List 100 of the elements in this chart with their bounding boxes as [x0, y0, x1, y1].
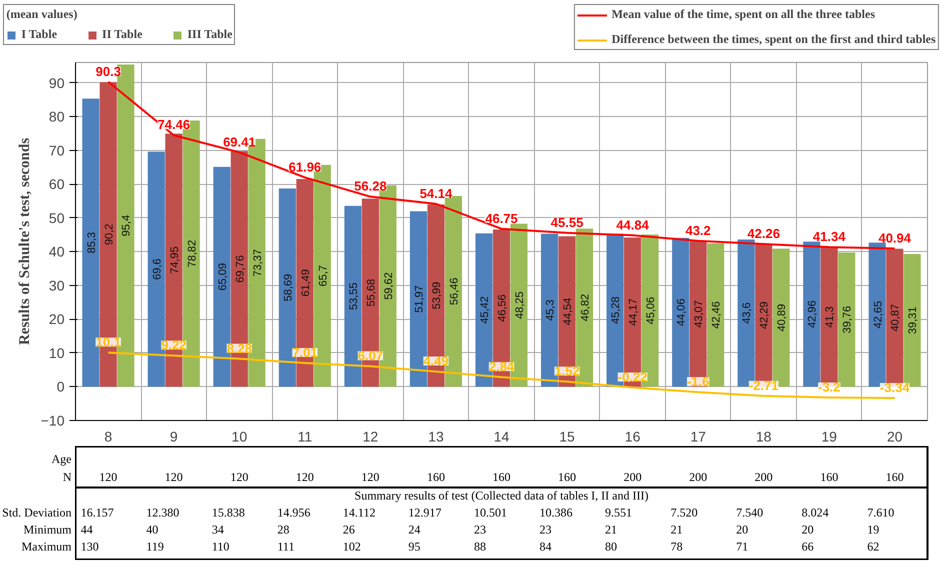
x-tick-label: 14: [494, 428, 510, 444]
text: 16.157: [80, 505, 114, 520]
text: 110: [212, 539, 230, 554]
text: 200: [689, 470, 708, 484]
y-tick-label: 30: [48, 277, 65, 294]
data-label: 40.94: [878, 230, 912, 246]
text: 24: [408, 522, 420, 536]
x-tick-label: 20: [886, 428, 903, 444]
text: 14.956: [277, 505, 310, 520]
text: 66: [802, 539, 814, 554]
text: 160: [820, 470, 838, 484]
data-label: 46,56: [496, 294, 508, 322]
text: 160: [886, 470, 904, 484]
y-tick-label: 70: [48, 142, 65, 158]
data-label: 42,29: [758, 302, 771, 330]
text: 80: [605, 539, 618, 554]
text: 120: [99, 470, 118, 484]
data-label: 44,17: [628, 298, 640, 326]
text: Minimum: [23, 522, 72, 536]
data-label: 40,89: [776, 304, 788, 332]
y-tick-label: 0: [56, 378, 65, 395]
text: 120: [164, 470, 183, 484]
text: 19: [867, 522, 880, 536]
data-label: 10.1: [96, 334, 121, 350]
x-tick-label: 8: [104, 428, 112, 444]
data-label: -0.22: [618, 369, 648, 384]
text: Age: [52, 452, 72, 466]
text: 95: [408, 539, 420, 554]
data-label: 44.84: [616, 217, 650, 232]
text: 8.024: [802, 505, 829, 520]
text: 23: [540, 522, 552, 536]
data-label: 44,06: [676, 298, 688, 326]
text: 23: [474, 522, 486, 536]
data-label: 90,2: [103, 224, 116, 246]
y-tick-label: 10: [48, 344, 65, 361]
text: 71: [736, 539, 748, 554]
data-label: 69,76: [234, 255, 246, 283]
x-tick-label: 9: [170, 428, 178, 444]
data-label: 42.26: [747, 226, 780, 241]
text: 15.838: [212, 505, 245, 520]
data-label: 46.75: [485, 210, 518, 226]
text: 200: [754, 470, 773, 484]
text: 44: [80, 522, 93, 536]
text: 12.380: [146, 505, 180, 520]
text: 78: [670, 539, 683, 554]
data-label: 58,69: [282, 274, 294, 302]
x-tick-label: 15: [559, 428, 576, 444]
x-tick-label: 11: [298, 428, 312, 444]
data-label: 69.41: [223, 134, 256, 150]
data-label: 9.22: [161, 338, 186, 353]
data-label: 43.2: [685, 222, 711, 238]
legend-label: II Table: [102, 27, 142, 42]
data-label: 95,4: [120, 214, 133, 236]
text: 119: [146, 539, 164, 554]
text: 88: [474, 539, 486, 554]
text: Summary results of test (Collected data of tables I, II and III): [354, 488, 648, 502]
text: 7.540: [736, 505, 764, 520]
data-label: 41.34: [812, 229, 846, 244]
x-tick-label: 10: [232, 428, 248, 444]
text: 20: [802, 522, 814, 536]
bar: [803, 242, 820, 387]
y-tick-label: 90: [48, 74, 65, 91]
data-label: 51,97: [413, 285, 426, 313]
text: 10.386: [540, 505, 573, 520]
data-label: 56.28: [354, 178, 387, 194]
data-label: 78,82: [186, 240, 198, 268]
legend-label: Mean value of the time, spent on all the three tables: [612, 7, 875, 22]
data-label: -1.6: [686, 374, 710, 390]
data-label: 65,7: [317, 265, 330, 286]
y-tick-label: 50: [48, 210, 65, 226]
y-axis-title: Results of Schulte's test, seconds: [16, 138, 33, 346]
text: 62: [867, 539, 880, 554]
data-label: 46,82: [580, 294, 592, 322]
data-label: 48,25: [514, 291, 526, 320]
data-label: 69,6: [151, 258, 164, 280]
bar: [707, 243, 724, 387]
data-label: 1.52: [554, 364, 580, 379]
data-label: 53,99: [430, 282, 443, 310]
text: 7.520: [670, 505, 698, 520]
data-label: 39,76: [842, 306, 854, 334]
text: 120: [361, 470, 380, 484]
x-tick-label: 18: [756, 428, 772, 444]
data-label: 2.84: [488, 359, 515, 374]
data-label: 45,28: [610, 296, 622, 324]
text: 84: [540, 539, 552, 554]
data-label: 74,95: [168, 246, 181, 274]
data-label: 4.49: [423, 354, 449, 369]
data-label: 42,65: [872, 300, 884, 328]
x-tick-label: 17: [690, 428, 706, 444]
data-label: 85,3: [86, 232, 98, 254]
data-label: 6.07: [358, 348, 384, 364]
data-label: 43,07: [693, 300, 706, 328]
text: 160: [426, 470, 445, 484]
text: 40: [146, 522, 158, 536]
legend-title: (mean values): [6, 7, 78, 22]
y-tick-label: 80: [48, 108, 65, 125]
data-label: 42,46: [710, 301, 723, 329]
data-label: 59,62: [382, 272, 395, 300]
data-label: 54.14: [420, 186, 453, 201]
legend-label: I Table: [21, 27, 58, 42]
